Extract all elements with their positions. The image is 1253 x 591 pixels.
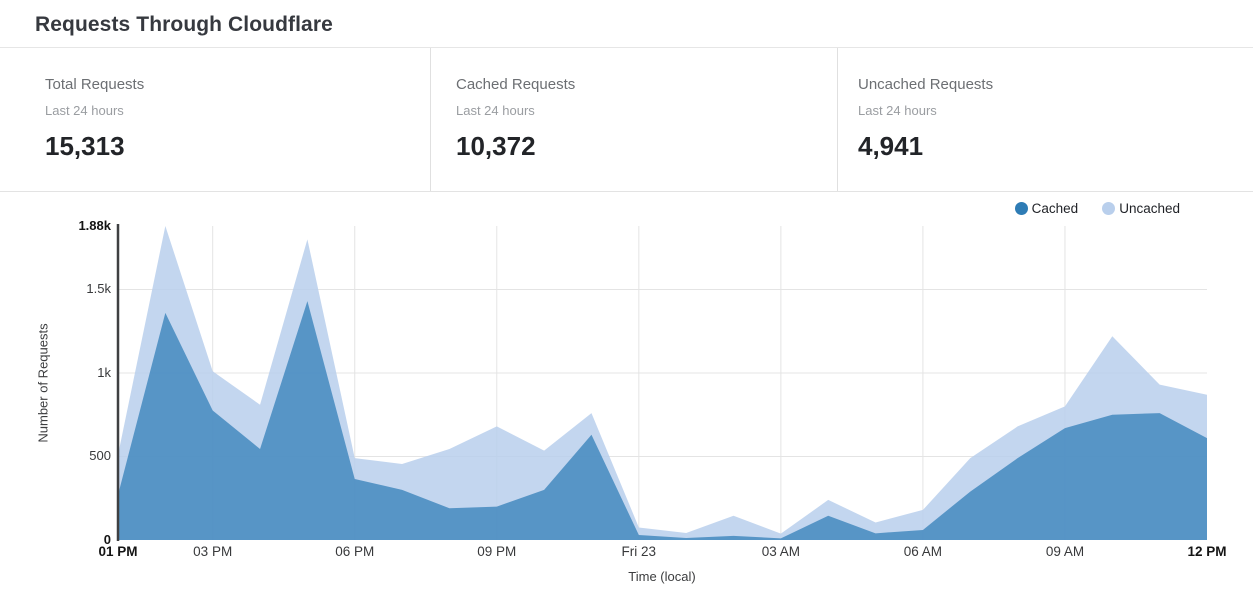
stat-subtitle: Last 24 hours <box>858 103 937 118</box>
legend-item-uncached[interactable]: Uncached <box>1102 201 1180 216</box>
legend-item-cached[interactable]: Cached <box>1014 201 1079 216</box>
stat-title: Total Requests <box>45 76 145 93</box>
stacked-area-chart <box>116 224 1207 541</box>
requests-chart: Cached Uncached 0 500 1k 1.5k 1.88k 01 PM 03 … <box>0 192 1253 588</box>
stat-title: Uncached Requests <box>858 76 994 93</box>
y-tick-label: 1k <box>97 364 111 380</box>
header-divider <box>0 47 1253 48</box>
x-tick-label: 03 AM <box>761 544 800 559</box>
uncached-swatch-icon <box>1102 202 1116 215</box>
page-header: Requests Through Cloudflare <box>0 0 1253 47</box>
y-axis-title: Number of Requests <box>35 323 51 443</box>
x-tick-label: 09 PM <box>477 544 517 559</box>
y-tick-label: 1.5k <box>86 281 111 297</box>
x-tick-label: 06 AM <box>903 544 943 559</box>
x-tick-label: Fri 23 <box>621 544 657 559</box>
stat-card-total: Total Requests Last 24 hours 15,313 <box>0 48 430 191</box>
cached-swatch-icon <box>1014 202 1028 215</box>
stat-title: Cached Requests <box>456 76 576 93</box>
stat-card-cached: Cached Requests Last 24 hours 10,372 <box>430 48 837 191</box>
x-tick-label: 06 PM <box>335 544 375 559</box>
legend-label: Cached <box>1031 201 1079 216</box>
stat-value: 15,313 <box>45 131 125 161</box>
x-tick-label: 01 PM <box>98 544 138 559</box>
y-tick-label: 500 <box>89 448 111 464</box>
stat-subtitle: Last 24 hours <box>456 103 535 118</box>
x-tick-label: 03 PM <box>193 544 233 559</box>
stat-card-uncached: Uncached Requests Last 24 hours 4,941 <box>837 48 1253 191</box>
cached-area-series <box>118 301 1207 540</box>
legend-label: Uncached <box>1119 201 1180 216</box>
chart-legend: Cached Uncached <box>1014 201 1180 216</box>
stat-value: 4,941 <box>858 131 924 161</box>
stat-value: 10,372 <box>456 131 536 161</box>
y-tick-label: 1.88k <box>78 218 111 233</box>
stats-row: Total Requests Last 24 hours 15,313 Cach… <box>0 48 1253 192</box>
x-axis-title: Time (local) <box>628 569 696 584</box>
x-tick-label: 09 AM <box>1045 544 1085 559</box>
page-title: Requests Through Cloudflare <box>35 13 333 36</box>
x-tick-label: 12 PM <box>1187 544 1227 559</box>
y-tick-label: 0 <box>103 532 111 547</box>
stat-subtitle: Last 24 hours <box>45 103 124 118</box>
